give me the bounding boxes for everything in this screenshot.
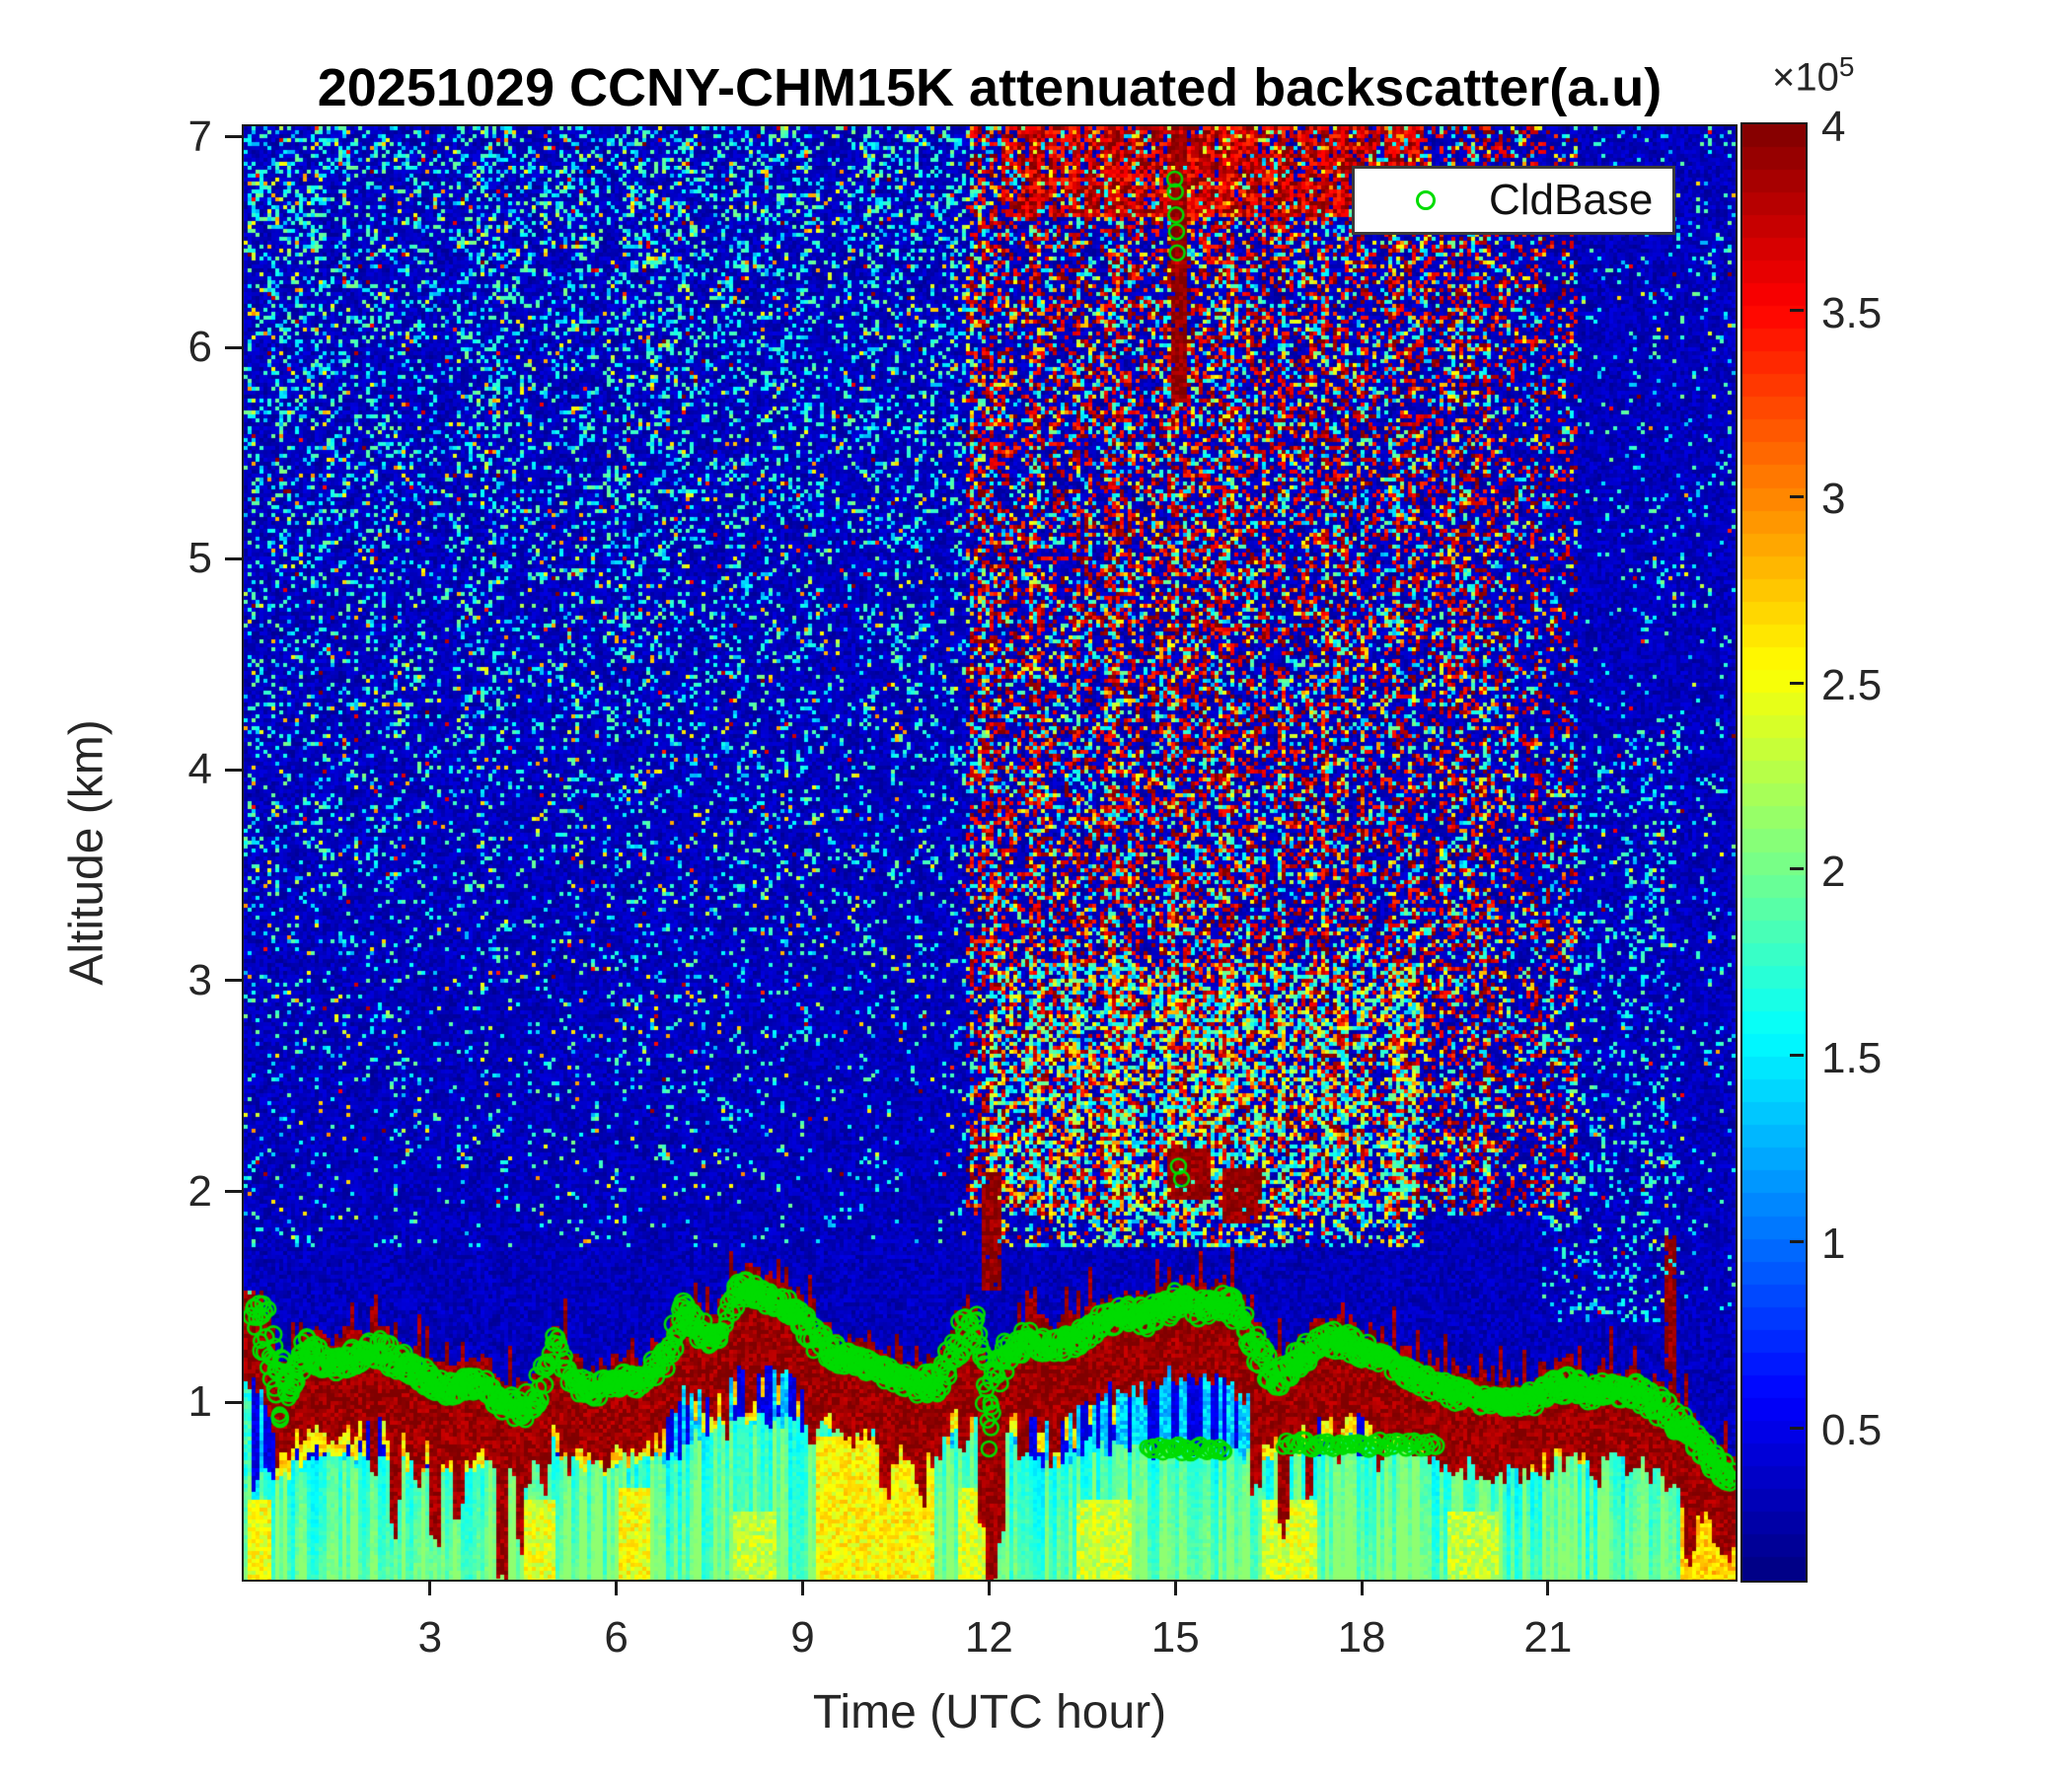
x-axis-label: Time (UTC hour) <box>812 1686 1167 1739</box>
x-tick <box>615 1580 619 1595</box>
x-tick-label: 21 <box>1523 1613 1573 1662</box>
x-tick-label: 18 <box>1337 1613 1386 1662</box>
y-tick-label: 5 <box>187 534 212 583</box>
colorbar-tick-label: 2 <box>1821 847 1846 896</box>
y-tick-label: 4 <box>187 745 212 794</box>
y-tick <box>225 135 242 139</box>
y-tick-label: 7 <box>187 111 212 161</box>
y-tick <box>225 345 242 349</box>
x-tick-label: 6 <box>604 1613 629 1662</box>
y-tick-label: 3 <box>187 955 212 1004</box>
colorbar-tick-label: 1 <box>1821 1220 1846 1269</box>
x-tick <box>987 1580 991 1595</box>
x-tick <box>1546 1580 1550 1595</box>
y-tick <box>225 1400 242 1404</box>
colorbar-tick <box>1790 1239 1804 1243</box>
colorbar-tick <box>1790 1426 1804 1430</box>
y-tick <box>225 979 242 983</box>
colorbar-tick <box>1790 1054 1804 1058</box>
x-tick-label: 9 <box>790 1613 815 1662</box>
colorbar-tick-label: 2.5 <box>1821 661 1883 710</box>
legend: CldBase <box>1352 166 1675 235</box>
y-tick <box>225 768 242 772</box>
legend-label: CldBase <box>1489 176 1654 224</box>
colorbar-tick-label: 1.5 <box>1821 1033 1883 1082</box>
cldbase-marker-icon <box>1416 190 1436 210</box>
x-tick-label: 15 <box>1150 1613 1200 1662</box>
plot-area <box>242 124 1738 1582</box>
colorbar-tick <box>1790 309 1804 313</box>
colorbar-canvas <box>1742 124 1806 1581</box>
x-tick <box>801 1580 805 1595</box>
heatmap-canvas <box>244 126 1736 1580</box>
y-axis-label: Altitude (km) <box>60 719 113 986</box>
colorbar-tick-label: 4 <box>1821 103 1846 151</box>
colorbar-tick <box>1790 494 1804 498</box>
colorbar-exponent: ×105 <box>1772 51 1855 100</box>
x-tick <box>1360 1580 1364 1595</box>
x-tick <box>428 1580 432 1595</box>
y-tick-label: 1 <box>187 1377 212 1427</box>
x-tick <box>1173 1580 1177 1595</box>
x-tick-label: 3 <box>417 1613 443 1662</box>
y-tick <box>225 556 242 560</box>
y-tick-label: 6 <box>187 323 212 372</box>
colorbar-tick-label: 3 <box>1821 475 1846 524</box>
y-tick <box>225 1190 242 1194</box>
colorbar-tick-label: 0.5 <box>1821 1406 1883 1455</box>
colorbar <box>1740 122 1808 1583</box>
colorbar-tick <box>1790 681 1804 685</box>
colorbar-tick-label: 3.5 <box>1821 288 1883 337</box>
x-tick-label: 12 <box>964 1613 1013 1662</box>
y-tick-label: 2 <box>187 1166 212 1216</box>
colorbar-tick <box>1790 867 1804 871</box>
page-title: 20251029 CCNY-CHM15K attenuated backscat… <box>317 58 1663 117</box>
